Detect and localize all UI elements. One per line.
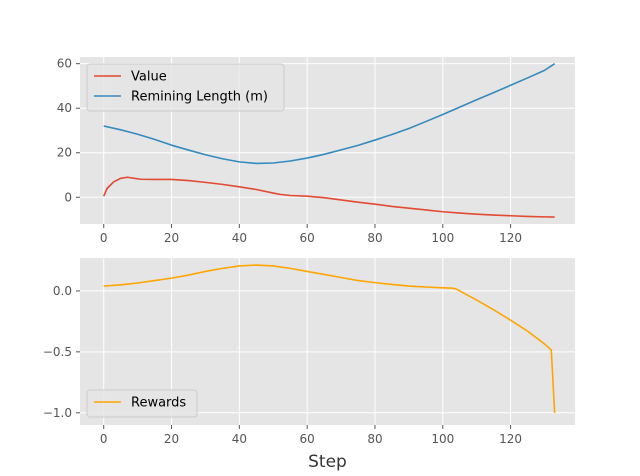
legend-label: Remining Length (m) <box>131 90 268 105</box>
legend-label: Rewards <box>131 396 186 411</box>
x-tick-label: 0 <box>100 231 108 245</box>
series-line-rewards <box>103 264 556 413</box>
y-tick-label: −0.5 <box>43 345 72 359</box>
y-tick-label: 20 <box>57 146 72 160</box>
legend-box <box>86 63 285 112</box>
x-tick-label: 40 <box>232 231 247 245</box>
x-tick-label: 20 <box>164 432 179 446</box>
y-tick-label: 0 <box>64 190 72 204</box>
y-tick-label: 0.0 <box>53 284 72 298</box>
x-tick-label: 0 <box>100 432 108 446</box>
x-tick-label: 80 <box>367 231 382 245</box>
x-tick-label: 20 <box>164 231 179 245</box>
y-tick-label: −1.0 <box>43 406 72 420</box>
top-chart-panel: 0 20 40 60 80 100 120 0 20 40 60 Value Remining Leng… <box>57 57 575 245</box>
x-tick-label: 40 <box>232 432 247 446</box>
y-tick-label: 40 <box>57 101 72 115</box>
x-tick-label: 80 <box>367 432 382 446</box>
x-tick-label: 100 <box>431 231 454 245</box>
series-line-value <box>102 176 555 218</box>
x-tick-label: 60 <box>300 231 315 245</box>
y-tick-label: 60 <box>57 57 72 71</box>
series-line-remining-length-m <box>103 63 556 165</box>
bottom-chart-panel: 0 20 40 60 80 100 120 −1.0 −0.5 0.0 Rewards <box>43 258 575 446</box>
legend-label: Value <box>131 70 167 85</box>
x-tick-label: 120 <box>499 432 522 446</box>
x-tick-label: 60 <box>300 432 315 446</box>
x-tick-label: 120 <box>499 231 522 245</box>
x-tick-label: 100 <box>431 432 454 446</box>
legend-box <box>86 389 198 418</box>
x-axis-label: Step <box>308 452 347 472</box>
